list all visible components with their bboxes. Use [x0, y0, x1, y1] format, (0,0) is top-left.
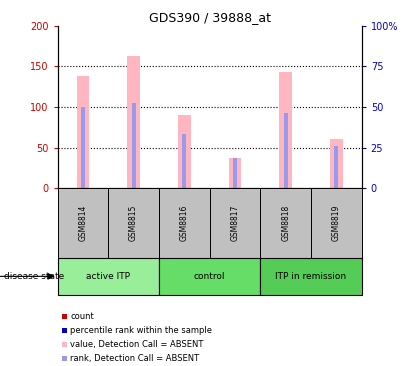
Bar	[127, 56, 140, 188]
Bar	[229, 157, 241, 188]
Bar	[159, 188, 210, 258]
Text: count: count	[70, 312, 94, 321]
Text: GSM8819: GSM8819	[332, 205, 341, 242]
Bar	[58, 258, 159, 295]
Text: value, Detection Call = ABSENT: value, Detection Call = ABSENT	[70, 340, 204, 349]
Bar	[159, 258, 260, 295]
Text: percentile rank within the sample: percentile rank within the sample	[70, 326, 212, 335]
Bar	[76, 76, 89, 188]
Bar	[58, 188, 108, 258]
Bar	[178, 115, 191, 188]
Bar	[334, 146, 338, 188]
Bar	[108, 188, 159, 258]
Bar	[260, 188, 311, 258]
Bar	[311, 188, 362, 258]
Text: GSM8814: GSM8814	[79, 205, 88, 242]
Bar	[81, 107, 85, 188]
Bar	[279, 72, 292, 188]
Bar	[233, 158, 237, 188]
Text: GSM8815: GSM8815	[129, 205, 138, 242]
Text: active ITP: active ITP	[86, 272, 130, 281]
Text: ITP in remission: ITP in remission	[275, 272, 346, 281]
Bar	[210, 188, 260, 258]
Text: GSM8818: GSM8818	[281, 205, 290, 242]
Text: rank, Detection Call = ABSENT: rank, Detection Call = ABSENT	[70, 354, 199, 363]
Bar	[260, 258, 362, 295]
Title: GDS390 / 39888_at: GDS390 / 39888_at	[149, 11, 270, 25]
Text: GSM8817: GSM8817	[231, 205, 240, 242]
Text: disease state: disease state	[4, 272, 65, 281]
Bar	[182, 134, 186, 188]
Bar	[330, 139, 343, 188]
Text: control: control	[194, 272, 225, 281]
Bar	[284, 113, 288, 188]
Text: GSM8816: GSM8816	[180, 205, 189, 242]
Bar	[132, 103, 136, 188]
